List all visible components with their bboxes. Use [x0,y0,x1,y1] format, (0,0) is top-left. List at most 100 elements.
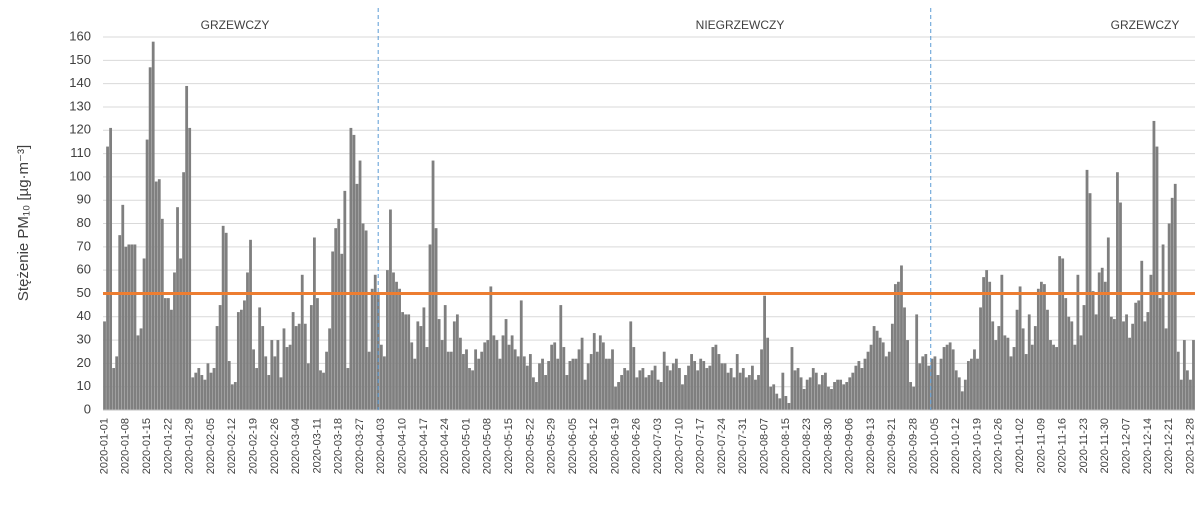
bar [233,382,237,410]
bar [513,349,517,410]
bar [1088,193,1092,410]
bar [881,342,885,410]
bar [373,274,377,410]
bar [416,321,420,410]
x-tick-label: 2020-06-12 [588,418,600,474]
bar [343,190,347,410]
bar [1033,326,1037,410]
bar [203,379,207,410]
bar [851,372,855,410]
x-tick-label: 2020-04-03 [375,418,387,474]
bar [1182,340,1186,410]
bar [568,361,572,410]
bar [255,368,259,410]
bar [535,382,538,410]
bar [170,309,173,410]
bar [1043,284,1046,410]
bar [820,375,824,410]
y-tick-label: 120 [69,122,91,137]
y-tick-label: 130 [69,98,91,113]
bar [842,384,846,410]
bar [1046,309,1049,410]
x-tick-label: 2020-03-18 [333,418,345,474]
x-tick-label: 2020-05-29 [546,418,558,474]
x-tick-label: 2020-04-10 [397,418,409,474]
season-label: NIEGRZEWCZY [696,18,785,32]
bar [973,349,976,410]
bar [1027,314,1031,410]
bar [194,372,198,410]
x-tick-label: 2020-02-12 [226,418,238,474]
bar [614,386,617,410]
bar [236,312,240,410]
bar [772,384,776,410]
bar [854,365,858,410]
x-tick-label: 2020-04-17 [418,418,430,474]
x-tick-label: 2020-08-07 [758,418,770,474]
bar [723,363,727,410]
bar [1079,335,1083,410]
bar [668,370,672,410]
bar [988,281,992,410]
bar [869,344,873,410]
y-tick-label: 110 [70,145,91,160]
y-tick-label: 90 [77,192,91,207]
bar [197,368,201,410]
bar [1076,274,1080,410]
bar [474,349,478,410]
bar [626,370,630,410]
bar [212,368,216,410]
bar [1006,337,1010,410]
bar [243,300,246,410]
x-tick-label: 2020-09-06 [844,418,856,474]
bar [185,85,189,411]
bar [711,347,715,410]
x-tick-label: 2020-05-08 [482,418,494,474]
bar [836,379,839,410]
bar [900,265,903,410]
bar [446,351,450,410]
x-tick-label: 2020-12-21 [1163,418,1175,474]
x-tick-label: 2020-03-11 [311,418,323,473]
bar [328,328,332,410]
x-tick-label: 2020-06-19 [609,418,621,474]
bar [361,223,365,410]
bar [538,363,541,410]
bar [608,358,611,410]
bar [684,375,687,410]
bar [878,337,882,410]
bar [784,396,788,410]
bar [1179,379,1183,410]
bar [103,321,106,410]
bar [705,368,709,410]
bar [678,368,681,410]
bar [1000,274,1004,410]
x-tick-label: 2020-01-08 [120,418,132,474]
bar [1012,347,1016,410]
bar [884,356,888,410]
bar [151,41,155,410]
bar [173,272,176,410]
bar [665,365,669,410]
bar [528,354,532,410]
bar [647,375,651,410]
bar [601,342,605,410]
bar [970,358,973,410]
bar [860,368,864,410]
bar [483,342,487,410]
bar [1067,316,1071,410]
bar [912,386,916,410]
bar [848,377,852,410]
bar [166,298,170,410]
x-tick-label: 2020-12-07 [1120,418,1132,474]
bar [814,372,818,410]
x-tick-label: 2020-07-24 [716,418,728,474]
bar [1091,291,1095,410]
bar [200,375,204,410]
bar [522,356,526,410]
bar [915,314,919,410]
bar [258,307,262,410]
y-tick-label: 80 [77,215,91,230]
bar [334,228,338,410]
